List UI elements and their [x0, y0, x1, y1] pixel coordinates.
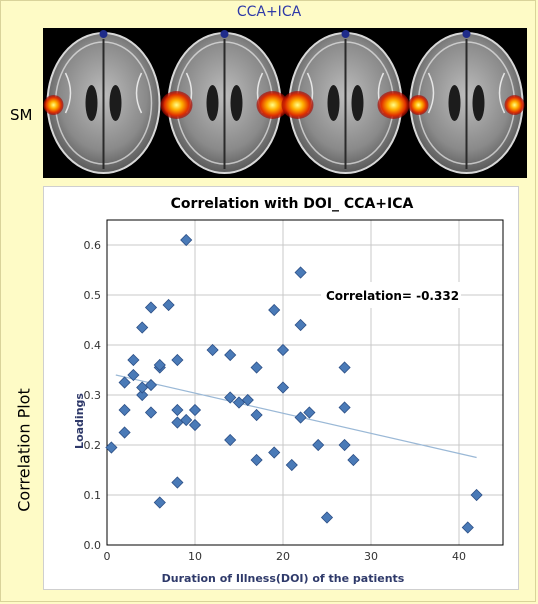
scatter-point [105, 441, 118, 454]
scatter-point [127, 353, 140, 367]
scatter-point [294, 411, 307, 424]
scatter-point [250, 453, 263, 467]
chart-axis-ticks: 0 10 20 30 40 0.0 0.1 0.2 0.3 0.4 0.5 0.6 [84, 239, 467, 563]
scatter-point [338, 401, 351, 414]
brain-slice-4 [408, 30, 525, 174]
scatter-point [118, 426, 131, 439]
scatter-point [276, 381, 290, 394]
scatter-point [294, 266, 307, 279]
scatter-point [171, 353, 184, 367]
scatter-point [144, 378, 158, 392]
activation-blob [408, 95, 429, 115]
scatter-point [294, 318, 307, 332]
scatter-point [268, 303, 281, 317]
y-tick-label: 0.3 [84, 389, 102, 402]
scatter-point [303, 406, 316, 419]
scatter-point [162, 298, 175, 312]
chart-grid [106, 220, 503, 546]
scatter-point [338, 438, 351, 452]
x-tick-label: 40 [452, 550, 466, 563]
x-tick-label: 10 [188, 550, 202, 563]
scatter-point [232, 396, 246, 409]
scatter-point [118, 376, 131, 389]
y-tick-label: 0.2 [84, 439, 102, 452]
scatter-point [180, 413, 193, 427]
scatter-point [153, 496, 166, 509]
scatter-points [105, 233, 483, 534]
scatter-point [144, 406, 158, 419]
x-tick-label: 20 [276, 550, 290, 563]
brain-slice-2 [160, 30, 289, 174]
scatter-point [250, 408, 263, 422]
scatter-point [241, 393, 254, 407]
scatter-point [320, 511, 334, 524]
y-tick-label: 0.0 [84, 539, 102, 552]
correlation-annotation-text: Correlation= -0.332 [326, 289, 459, 303]
activation-blob [377, 91, 410, 119]
scatter-point [276, 343, 290, 357]
y-tick-label: 0.6 [84, 239, 102, 252]
y-tick-label: 0.1 [84, 489, 102, 502]
x-tick-label: 0 [104, 550, 111, 563]
activation-blob [43, 95, 64, 115]
scatter-point [224, 348, 237, 362]
activation-blob [256, 91, 289, 119]
x-tick-label: 30 [364, 550, 378, 563]
correlation-annotation: Correlation= -0.332 [321, 282, 461, 308]
figure-top-title: CCA+ICA [236, 4, 302, 20]
chart-title: Correlation with DOI_ CCA+ICA [171, 196, 414, 212]
scatter-point [224, 391, 237, 404]
scatter-point [171, 476, 184, 489]
scatter-point [285, 458, 298, 472]
scatter-point [127, 368, 140, 382]
scatter-point [144, 301, 158, 314]
correlation-plot-side-label: Correlation Plot [14, 388, 34, 512]
scatter-point [136, 388, 149, 402]
scatter-point [188, 403, 202, 417]
brain-slice-1 [43, 30, 161, 174]
scatter-point [180, 233, 193, 247]
brain-slice-3 [281, 30, 410, 174]
x-axis-label: Duration of Illness(DOI) of the patients [162, 572, 405, 585]
plot-area-frame [106, 219, 504, 546]
scatter-point [338, 361, 351, 374]
y-axis-label: Loadings [73, 393, 86, 449]
scatter-point [153, 358, 166, 372]
scatter-point [461, 521, 474, 534]
scatter-point [118, 403, 131, 417]
activation-blob [281, 91, 314, 119]
plot-panel: Correlation with DOI_ CCA+ICA 0 10 20 30 40 0… [43, 186, 519, 590]
scatter-point [136, 381, 149, 394]
scatter-point [171, 403, 184, 417]
brain-slices-strip [43, 28, 527, 178]
scatter-point [312, 438, 325, 452]
scatter-point [206, 343, 219, 357]
scatter-point [136, 321, 149, 334]
y-tick-label: 0.5 [84, 289, 102, 302]
sm-row-label: SM [10, 106, 33, 124]
y-tick-label: 0.4 [84, 339, 102, 352]
scatter-point [171, 416, 184, 429]
scatter-point [224, 433, 237, 447]
scatter-point [268, 446, 281, 459]
scatter-chart: Correlation with DOI_ CCA+ICA 0 10 20 30 400… [73, 196, 504, 585]
brain-slices-svg [43, 30, 525, 174]
scatter-point [470, 488, 483, 502]
scatter-point [188, 418, 202, 432]
scatter-point [347, 453, 360, 467]
activation-blob [504, 95, 525, 115]
scatter-point [250, 361, 263, 374]
activation-blob [160, 91, 193, 119]
